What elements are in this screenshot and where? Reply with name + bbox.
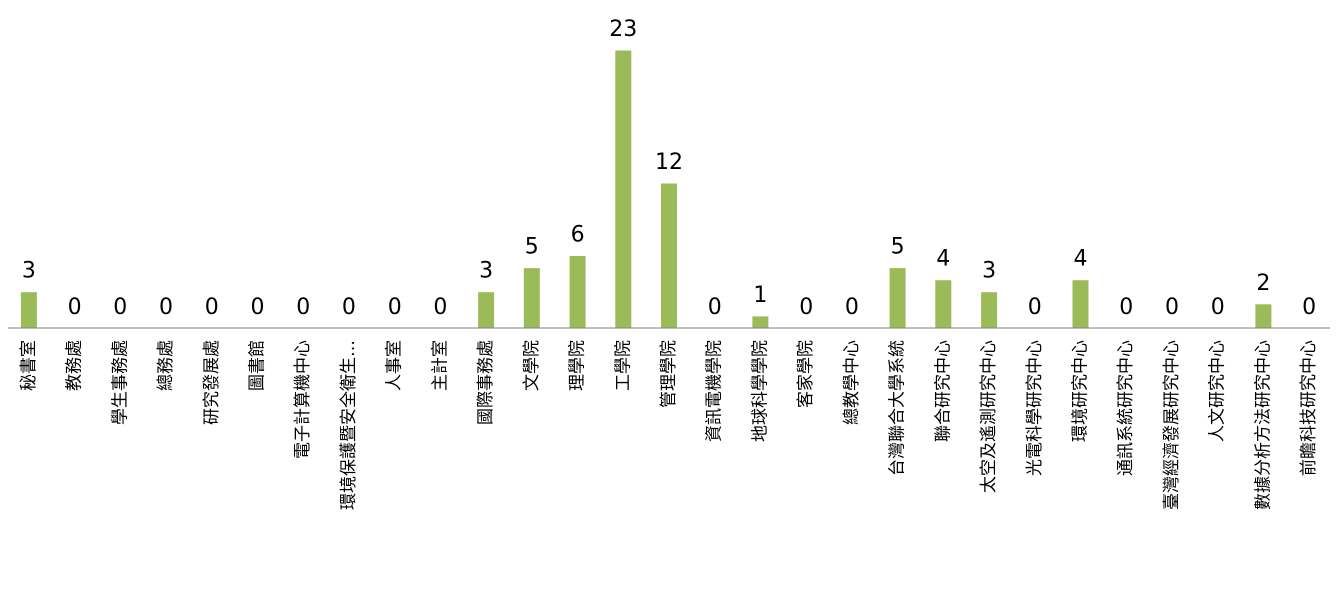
category-label: 光電科學研究中心 [1025,340,1045,476]
data-label: 0 [1302,295,1316,320]
bar [614,49,633,329]
data-label: 0 [845,295,859,320]
category-label: 電子計算機中心 [293,340,313,459]
data-label: 4 [936,247,950,272]
category-label: 總教學中心 [842,340,862,425]
bar [1071,279,1090,329]
data-label: 0 [68,295,82,320]
data-label: 0 [296,295,310,320]
bar [888,267,907,329]
category-label: 環境保護暨安全衛生… [339,340,359,510]
bar [477,291,496,329]
data-label: 1 [753,283,767,308]
bar [522,267,541,329]
bar [934,279,953,329]
data-label: 0 [1165,295,1179,320]
data-label: 0 [113,295,127,320]
category-label: 資訊電機學院 [705,340,725,442]
data-label: 0 [388,295,402,320]
bar [751,315,770,329]
bar [1254,303,1273,329]
bars-layer [19,49,1273,329]
category-labels-layer: 秘書室 教務處 學生事務處 總務處 研究發展處 圖書館 電子計算機中心 環境保護暨安全衛生… 人… [19,340,1319,510]
category-label: 管理學院 [659,340,679,408]
data-label: 0 [433,295,447,320]
category-label: 臺灣經濟發展研究中心 [1162,340,1182,510]
data-label: 4 [1074,247,1088,272]
data-label: 3 [982,259,996,284]
category-label: 秘書室 [19,340,39,391]
category-label: 聯合研究中心 [933,340,953,442]
data-label: 3 [22,259,36,284]
category-label: 國際事務處 [476,340,496,425]
data-label: 0 [708,295,722,320]
data-label: 0 [205,295,219,320]
data-label: 0 [342,295,356,320]
data-label: 3 [479,259,493,284]
data-label: 6 [571,223,585,248]
category-label: 研究發展處 [202,340,222,425]
data-label: 0 [1119,295,1133,320]
category-label: 通訊系統研究中心 [1116,340,1136,476]
data-label: 0 [799,295,813,320]
category-label: 人事室 [385,340,405,391]
category-label: 台灣聯合大學系統 [888,340,908,476]
data-label: 5 [525,235,539,260]
data-label: 23 [609,17,637,42]
data-label: 12 [655,150,683,175]
bar [980,291,999,329]
bar [660,182,678,329]
category-label: 客家學院 [796,340,816,408]
data-label: 5 [891,235,905,260]
data-label: 0 [1028,295,1042,320]
category-label: 前瞻科技研究中心 [1299,340,1319,476]
category-label: 文學院 [522,340,542,391]
category-label: 工學院 [613,340,633,391]
category-label: 學生事務處 [110,340,130,425]
category-label: 理學院 [568,340,588,391]
category-label: 數據分析方法研究中心 [1253,340,1273,510]
category-label: 人文研究中心 [1208,340,1228,442]
value-labels-layer: 3 0 0 0 0 0 0 0 0 0 3 5 6 23 12 0 1 0 0 5 4 3 0 4 0 0 0 2 0 [22,17,1316,320]
category-label: 教務處 [65,340,85,391]
bar [19,291,38,329]
data-label: 0 [159,295,173,320]
data-label: 0 [251,295,265,320]
category-label: 地球科學學院 [750,340,770,442]
category-label: 圖書館 [248,340,268,391]
category-label: 太空及遙測研究中心 [979,340,999,493]
category-label: 環境研究中心 [1071,340,1091,442]
category-label: 主計室 [430,340,450,391]
data-label: 0 [1211,295,1225,320]
bar [568,255,587,329]
category-label: 總務處 [156,340,176,391]
data-label: 2 [1256,271,1270,296]
